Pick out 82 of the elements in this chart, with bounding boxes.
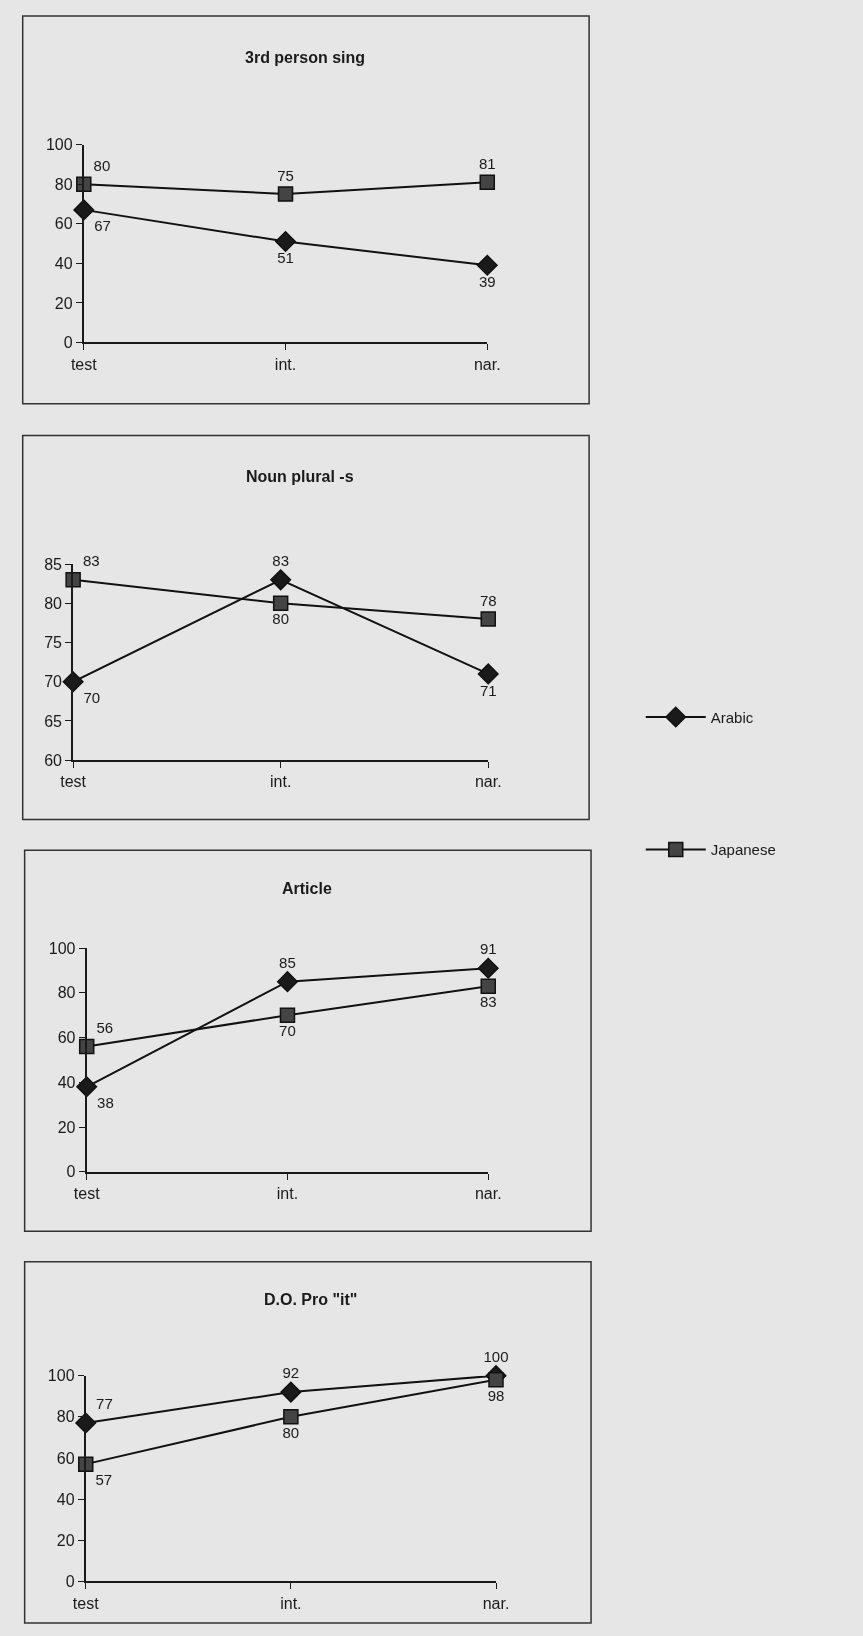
data-label: 39 [478,272,496,290]
point [270,569,292,591]
point [280,1381,302,1403]
x-tick-label: nar. [473,355,501,373]
data-label: 71 [479,681,497,699]
data-label: 70 [279,1022,296,1040]
data-label: 80 [282,1423,300,1441]
x-tick-label: int. [274,355,297,373]
y-tick-label: 40 [56,1490,75,1508]
x-tick-label: nar. [474,1184,502,1202]
data-label: 83 [479,993,497,1011]
point [277,186,294,202]
y-tick-label: 20 [54,294,73,312]
x-tick-label: test [73,1184,101,1202]
x-tick-label: test [70,355,98,373]
chart-title: 3rd person sing [245,49,366,66]
point [480,978,496,994]
y-tick-label: 60 [44,751,63,769]
point [477,663,499,685]
point [276,971,298,993]
data-label: 81 [478,154,496,172]
point [476,254,498,276]
x-tick-label: test [72,1594,100,1612]
point [480,611,496,627]
data-label: 100 [483,1347,509,1365]
legend-label: Arabic [710,708,754,726]
y-tick-label: 0 [63,334,73,352]
legend-label: Japanese [710,841,776,859]
y-tick-label: 60 [56,1449,75,1467]
point [272,595,289,612]
data-label: 75 [277,166,294,184]
y-tick-label: 100 [47,1367,75,1385]
y-tick-label: 80 [56,1408,75,1426]
chart-title: Article [282,880,332,897]
y-tick-label: 0 [65,1573,75,1591]
y-tick-label: 40 [57,1073,76,1091]
x-tick-label: int. [270,773,292,791]
point [488,1372,504,1388]
data-label: 91 [479,940,497,958]
y-tick-label: 85 [44,555,63,573]
point [65,572,81,588]
data-label: 83 [272,551,290,569]
data-label: 70 [83,689,101,707]
data-label: 67 [94,217,111,235]
data-label: 56 [96,1019,114,1037]
y-tick-label: 75 [44,634,63,652]
x-tick-label: int. [276,1184,299,1202]
x-tick-label: nar. [482,1594,510,1612]
y-tick-label: 40 [54,254,73,272]
y-tick-label: 20 [56,1531,75,1549]
point [275,231,297,253]
data-label: 80 [93,156,111,174]
point [479,174,496,190]
data-label: 78 [479,591,497,609]
y-tick-label: 20 [57,1118,76,1136]
y-tick-label: 100 [48,939,76,957]
point [283,1409,299,1425]
data-label: 85 [279,953,296,971]
data-label: 57 [95,1471,113,1489]
x-tick-label: test [60,773,87,791]
y-tick-label: 65 [44,712,63,730]
chart-title: Noun plural -s [246,468,354,485]
chart-title: D.O. Pro "it" [264,1291,358,1308]
point [279,1007,296,1023]
data-label: 51 [277,249,294,267]
data-label: 77 [96,1394,113,1412]
x-tick-label: nar. [474,773,502,791]
data-label: 38 [97,1094,114,1112]
y-tick-label: 70 [44,673,63,691]
y-tick-label: 60 [54,215,73,233]
y-tick-label: 0 [66,1163,76,1181]
data-label: 83 [82,552,100,570]
y-tick-label: 60 [57,1029,76,1047]
data-label: 92 [282,1363,300,1381]
y-tick-label: 80 [54,175,73,193]
y-tick-label: 80 [57,984,76,1002]
y-tick-label: 80 [44,594,63,612]
y-tick-label: 100 [45,136,73,154]
point [477,957,499,979]
data-label: 80 [272,610,290,628]
x-tick-label: int. [280,1594,302,1612]
data-label: 98 [487,1386,505,1404]
